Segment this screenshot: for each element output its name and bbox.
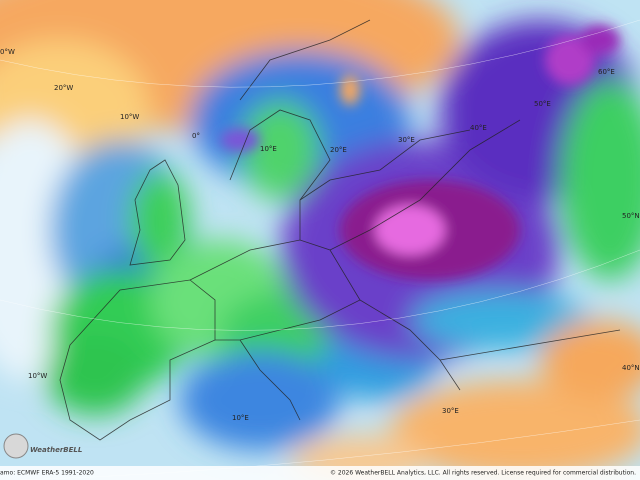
graticule-label: 50°N <box>622 212 640 220</box>
graticule-label: 10°W <box>120 113 139 121</box>
graticule-label: 0° <box>192 132 200 140</box>
graticule-label: 30°E <box>442 407 459 415</box>
logo-text: WeatherBELL <box>30 446 82 454</box>
graticule-label: 50°E <box>534 100 551 108</box>
graticule-label: 40°E <box>470 124 487 132</box>
graticule-label: 10°E <box>260 145 277 153</box>
footer-copyright: © 2026 WeatherBELL Analytics, LLC. All r… <box>330 470 636 477</box>
graticule-labels: 0°W 20°W 10°W 0° 10°E 20°E 30°E 40°E 50°E 60°E 50°… <box>0 48 640 422</box>
logo: WeatherBELL <box>3 433 82 459</box>
graticule-label: 10°E <box>232 414 249 422</box>
graticule-label: 30°E <box>398 136 415 144</box>
graticule-label: 60°E <box>598 68 615 76</box>
footer-source: amo: ECMWF ERA-5 1991-2020 <box>0 470 94 477</box>
graticule-label: 20°W <box>54 84 73 92</box>
graticule-label: 20°E <box>330 146 347 154</box>
borders <box>59 19 621 441</box>
graticule-label: 0°W <box>0 48 15 56</box>
graticule-label: 10°W <box>28 372 47 380</box>
footer-band <box>0 466 640 480</box>
graticule-label: 40°N <box>622 364 640 372</box>
